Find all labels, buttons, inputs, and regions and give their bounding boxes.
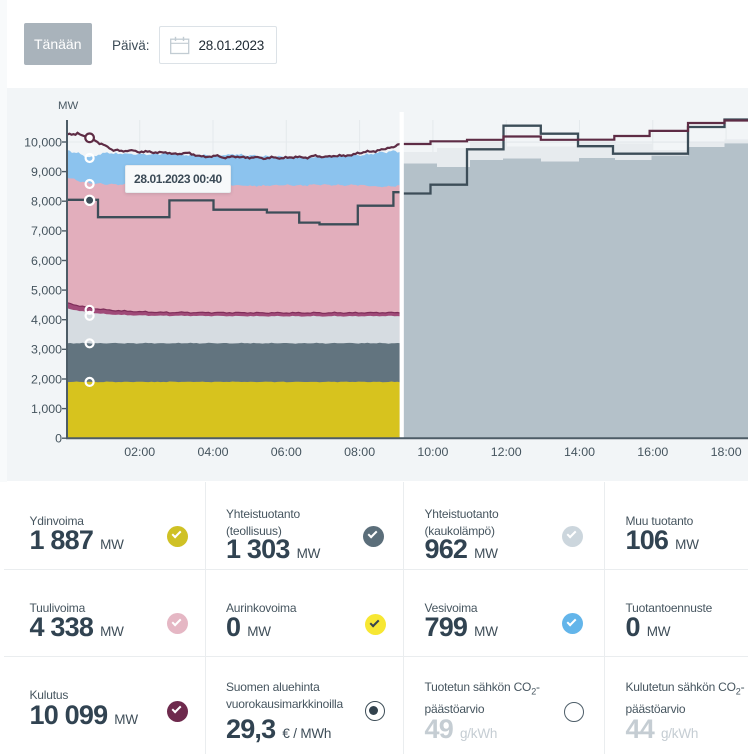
svg-text:04:00: 04:00 — [197, 445, 228, 459]
svg-text:4,000: 4,000 — [31, 313, 62, 327]
svg-text:18:00: 18:00 — [711, 445, 742, 459]
svg-text:02:00: 02:00 — [124, 445, 155, 459]
svg-text:7,000: 7,000 — [31, 224, 62, 238]
svg-text:0: 0 — [55, 432, 62, 446]
svg-text:14:00: 14:00 — [564, 445, 595, 459]
svg-text:6,000: 6,000 — [31, 254, 62, 268]
svg-text:2,000: 2,000 — [31, 372, 62, 386]
svg-text:08:00: 08:00 — [344, 445, 375, 459]
svg-text:10:00: 10:00 — [417, 445, 448, 459]
svg-text:MW: MW — [58, 100, 78, 112]
svg-text:3,000: 3,000 — [31, 343, 62, 357]
svg-text:10,000: 10,000 — [24, 135, 62, 149]
svg-text:5,000: 5,000 — [31, 283, 62, 297]
svg-text:06:00: 06:00 — [271, 445, 302, 459]
svg-text:12:00: 12:00 — [491, 445, 522, 459]
svg-text:9,000: 9,000 — [31, 165, 62, 179]
svg-text:16:00: 16:00 — [637, 445, 668, 459]
svg-text:1,000: 1,000 — [31, 402, 62, 416]
svg-text:8,000: 8,000 — [31, 195, 62, 209]
